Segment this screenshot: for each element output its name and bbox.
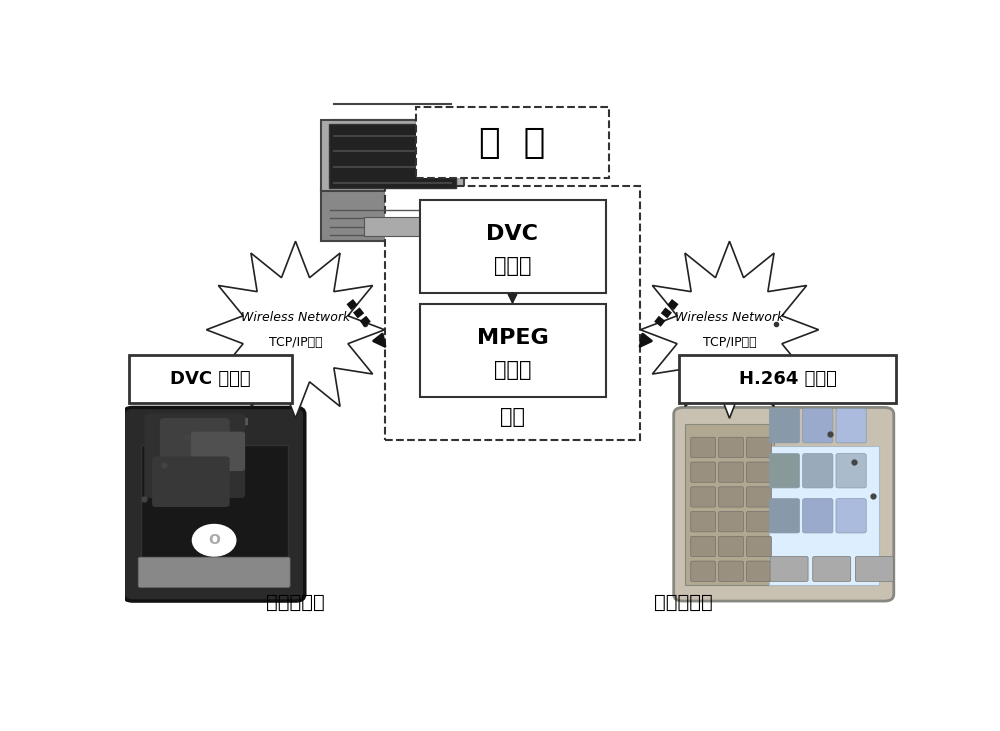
FancyBboxPatch shape bbox=[719, 462, 743, 482]
FancyBboxPatch shape bbox=[420, 200, 606, 293]
Text: 编码器: 编码器 bbox=[494, 360, 531, 380]
FancyBboxPatch shape bbox=[747, 537, 771, 556]
Text: 解码器: 解码器 bbox=[494, 256, 531, 276]
FancyBboxPatch shape bbox=[719, 537, 743, 556]
FancyBboxPatch shape bbox=[416, 107, 609, 178]
FancyBboxPatch shape bbox=[836, 499, 866, 533]
FancyBboxPatch shape bbox=[691, 561, 716, 581]
FancyBboxPatch shape bbox=[719, 512, 743, 532]
FancyBboxPatch shape bbox=[855, 556, 893, 581]
FancyBboxPatch shape bbox=[674, 407, 894, 601]
Text: MPEG: MPEG bbox=[477, 327, 548, 348]
FancyBboxPatch shape bbox=[138, 557, 290, 588]
Text: DVC: DVC bbox=[486, 224, 538, 243]
Polygon shape bbox=[640, 241, 819, 418]
FancyBboxPatch shape bbox=[144, 414, 245, 498]
FancyBboxPatch shape bbox=[691, 537, 716, 556]
Text: O: O bbox=[208, 534, 220, 548]
FancyBboxPatch shape bbox=[329, 124, 456, 188]
FancyBboxPatch shape bbox=[747, 561, 771, 581]
FancyBboxPatch shape bbox=[160, 418, 230, 480]
FancyBboxPatch shape bbox=[420, 304, 606, 398]
Text: TCP/IP协议: TCP/IP协议 bbox=[703, 336, 756, 349]
FancyBboxPatch shape bbox=[685, 424, 774, 585]
FancyBboxPatch shape bbox=[803, 499, 833, 533]
FancyBboxPatch shape bbox=[691, 462, 716, 482]
FancyBboxPatch shape bbox=[129, 355, 292, 403]
FancyBboxPatch shape bbox=[181, 418, 247, 425]
FancyBboxPatch shape bbox=[769, 446, 879, 585]
FancyBboxPatch shape bbox=[191, 431, 245, 471]
FancyBboxPatch shape bbox=[769, 453, 800, 488]
FancyBboxPatch shape bbox=[747, 487, 771, 507]
FancyBboxPatch shape bbox=[719, 487, 743, 507]
FancyBboxPatch shape bbox=[321, 189, 464, 240]
Circle shape bbox=[192, 525, 236, 556]
FancyBboxPatch shape bbox=[719, 437, 743, 458]
FancyBboxPatch shape bbox=[140, 445, 288, 563]
Text: 电  脑: 电 脑 bbox=[479, 126, 546, 159]
FancyBboxPatch shape bbox=[321, 121, 464, 192]
Text: 发射端手机: 发射端手机 bbox=[266, 594, 325, 613]
FancyBboxPatch shape bbox=[769, 409, 800, 443]
Polygon shape bbox=[206, 241, 385, 418]
FancyBboxPatch shape bbox=[747, 462, 771, 482]
FancyBboxPatch shape bbox=[385, 186, 640, 439]
FancyBboxPatch shape bbox=[747, 437, 771, 458]
FancyBboxPatch shape bbox=[679, 355, 896, 403]
FancyBboxPatch shape bbox=[803, 409, 833, 443]
FancyBboxPatch shape bbox=[691, 512, 716, 532]
FancyBboxPatch shape bbox=[691, 437, 716, 458]
FancyBboxPatch shape bbox=[769, 499, 800, 533]
Text: 基站: 基站 bbox=[500, 407, 525, 427]
FancyBboxPatch shape bbox=[803, 453, 833, 488]
FancyBboxPatch shape bbox=[770, 556, 808, 581]
Text: Wireless Network: Wireless Network bbox=[241, 311, 350, 324]
FancyBboxPatch shape bbox=[719, 561, 743, 581]
FancyBboxPatch shape bbox=[836, 409, 866, 443]
FancyBboxPatch shape bbox=[152, 456, 230, 507]
FancyBboxPatch shape bbox=[747, 512, 771, 532]
Text: DVC 编码器: DVC 编码器 bbox=[170, 370, 251, 388]
FancyBboxPatch shape bbox=[813, 556, 851, 581]
Text: Wireless Network: Wireless Network bbox=[675, 311, 784, 324]
FancyBboxPatch shape bbox=[364, 216, 420, 236]
FancyBboxPatch shape bbox=[691, 487, 716, 507]
Text: H.264 解码器: H.264 解码器 bbox=[739, 370, 837, 388]
FancyBboxPatch shape bbox=[123, 407, 305, 601]
FancyBboxPatch shape bbox=[836, 453, 866, 488]
Text: 接收端手机: 接收端手机 bbox=[654, 594, 712, 613]
Text: TCP/IP协议: TCP/IP协议 bbox=[269, 336, 322, 349]
